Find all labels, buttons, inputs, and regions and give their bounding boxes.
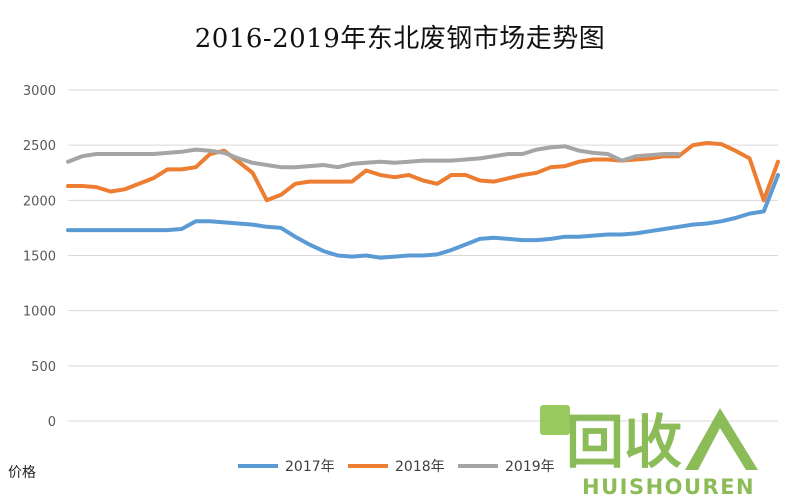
y-tick-label: 2500 xyxy=(23,139,56,154)
chart-title: 2016-2019年东北废钢市场走势图 xyxy=(194,24,606,54)
series-line-2 xyxy=(66,144,681,170)
y-tick-label: 500 xyxy=(31,360,56,375)
y-tick-label: 0 xyxy=(48,415,56,430)
watermark-logo: 回收 HUISHOUREN xyxy=(540,405,758,499)
series-line-0 xyxy=(66,173,780,260)
watermark-brand: 回收 xyxy=(566,408,682,476)
watermark-box-icon xyxy=(540,405,570,435)
series-lines xyxy=(66,141,780,260)
series-line-1 xyxy=(66,141,780,203)
legend: 2017年 2018年 2019年 xyxy=(238,459,555,475)
y-tick-label: 3000 xyxy=(23,84,56,99)
watermark-leaf-icon xyxy=(685,408,758,470)
y-tick-labels: 0 500 1000 1500 2000 2500 3000 xyxy=(23,84,56,430)
y-axis-label: 价格 xyxy=(8,465,36,481)
legend-label: 2017年 xyxy=(285,459,335,475)
y-tick-label: 2000 xyxy=(23,194,56,209)
watermark-latin: HUISHOUREN xyxy=(582,475,755,499)
legend-label: 2018年 xyxy=(395,459,445,475)
y-tick-label: 1500 xyxy=(23,250,56,265)
gridlines xyxy=(68,89,778,422)
y-tick-label: 1000 xyxy=(23,305,56,320)
legend-label: 2019年 xyxy=(505,459,555,475)
